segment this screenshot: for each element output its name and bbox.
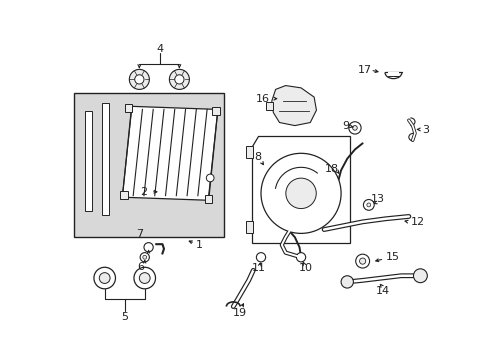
Text: 16: 16 bbox=[256, 94, 270, 104]
Circle shape bbox=[296, 253, 305, 262]
Text: 8: 8 bbox=[254, 152, 261, 162]
Bar bbox=[124, 104, 132, 112]
Text: 1: 1 bbox=[196, 240, 203, 250]
Bar bbox=[212, 107, 220, 115]
Text: 17: 17 bbox=[357, 65, 371, 75]
Circle shape bbox=[261, 153, 341, 233]
Bar bbox=[85, 111, 91, 211]
Circle shape bbox=[140, 253, 149, 262]
Text: 6: 6 bbox=[137, 261, 144, 271]
Bar bbox=[387, 72, 398, 76]
Circle shape bbox=[363, 199, 373, 210]
Text: 18: 18 bbox=[324, 164, 338, 174]
Circle shape bbox=[348, 122, 360, 134]
Text: 7: 7 bbox=[136, 229, 142, 239]
Text: 14: 14 bbox=[375, 286, 389, 296]
Circle shape bbox=[139, 273, 150, 283]
Circle shape bbox=[99, 273, 110, 283]
Circle shape bbox=[352, 126, 357, 130]
Text: 3: 3 bbox=[422, 125, 428, 135]
Circle shape bbox=[355, 254, 369, 268]
Circle shape bbox=[169, 69, 189, 89]
Circle shape bbox=[129, 69, 149, 89]
Circle shape bbox=[94, 267, 115, 289]
Circle shape bbox=[174, 75, 183, 84]
Bar bbox=[245, 145, 253, 158]
Circle shape bbox=[143, 243, 153, 252]
Text: 10: 10 bbox=[298, 263, 312, 273]
Bar bbox=[265, 103, 273, 110]
Text: 19: 19 bbox=[232, 308, 246, 318]
Text: 13: 13 bbox=[370, 194, 384, 204]
Circle shape bbox=[366, 203, 370, 207]
Text: 2: 2 bbox=[140, 187, 146, 197]
Circle shape bbox=[142, 255, 146, 259]
Circle shape bbox=[134, 267, 155, 289]
Circle shape bbox=[135, 75, 143, 84]
Circle shape bbox=[359, 258, 365, 264]
Polygon shape bbox=[251, 136, 349, 243]
Circle shape bbox=[341, 276, 353, 288]
Circle shape bbox=[413, 269, 427, 283]
Text: 9: 9 bbox=[342, 121, 348, 131]
Bar bbox=[74, 93, 224, 237]
Bar bbox=[120, 191, 127, 199]
Circle shape bbox=[256, 253, 265, 262]
Circle shape bbox=[285, 178, 316, 208]
Bar bbox=[204, 195, 212, 203]
Text: 11: 11 bbox=[251, 263, 265, 273]
Bar bbox=[245, 221, 253, 233]
Text: 15: 15 bbox=[385, 252, 399, 262]
Polygon shape bbox=[122, 106, 218, 200]
Bar bbox=[102, 103, 108, 215]
Text: 5: 5 bbox=[121, 312, 128, 322]
Text: 4: 4 bbox=[156, 44, 163, 54]
Polygon shape bbox=[271, 86, 316, 126]
Circle shape bbox=[206, 174, 214, 182]
Text: 12: 12 bbox=[409, 217, 424, 227]
